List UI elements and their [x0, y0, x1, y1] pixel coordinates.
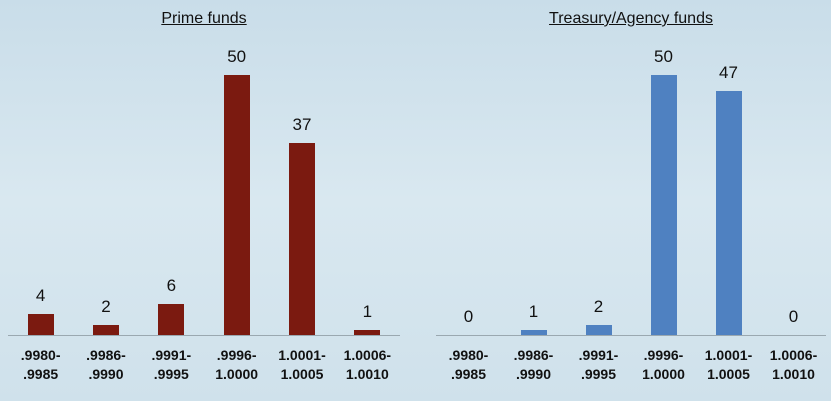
x-tick-label: .9996- 1.0000 — [642, 347, 685, 382]
bar — [354, 329, 381, 335]
x-tick-label: .9991- .9995 — [151, 347, 192, 382]
bar — [223, 75, 250, 335]
value-label: 37 — [292, 114, 312, 134]
bar — [93, 324, 119, 335]
chart-title: Treasury/Agency funds — [549, 10, 713, 27]
value-label: 2 — [101, 296, 111, 316]
value-label: 50 — [654, 47, 673, 66]
x-tick-label: .9980- .9985 — [448, 347, 489, 382]
x-tick-label: 1.0001- 1.0005 — [704, 347, 753, 382]
value-label: 1 — [528, 301, 539, 321]
x-tick-label: .9996- 1.0000 — [215, 347, 259, 382]
value-label: 1 — [362, 301, 373, 321]
axis-line — [8, 335, 400, 336]
value-label: 50 — [227, 47, 247, 66]
x-tick-label: 1.0006- 1.0010 — [769, 347, 818, 382]
bar — [289, 142, 315, 335]
bar — [520, 329, 547, 335]
x-tick-label: .9980- .9985 — [20, 347, 61, 382]
x-tick-label: .9986- .9990 — [86, 347, 126, 382]
axis-line — [436, 335, 826, 336]
value-label: 0 — [463, 307, 474, 326]
x-tick-label: 1.0006- 1.0010 — [343, 347, 392, 382]
value-label: 4 — [35, 286, 46, 306]
bar — [650, 75, 677, 335]
value-label: 2 — [593, 296, 604, 316]
x-tick-label: .9991- .9995 — [578, 347, 619, 382]
value-label: 6 — [166, 275, 177, 295]
bar — [158, 303, 185, 335]
value-label: 47 — [719, 62, 738, 82]
x-tick-label: .9986- .9990 — [513, 347, 554, 382]
bar — [27, 314, 54, 335]
chart-title: Prime funds — [161, 10, 247, 27]
bar — [715, 90, 742, 335]
bar — [585, 324, 612, 335]
value-label: 0 — [788, 307, 799, 326]
x-tick-label: 1.0001- 1.0005 — [278, 347, 326, 382]
